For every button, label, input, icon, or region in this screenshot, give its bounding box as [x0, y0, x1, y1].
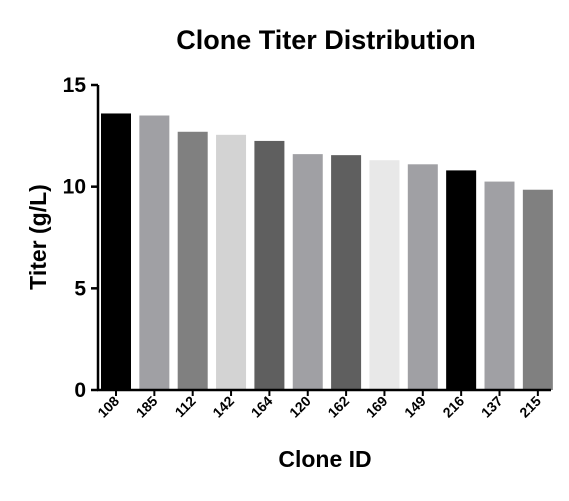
bar-149	[407, 164, 438, 390]
bar-112	[177, 131, 208, 390]
bar-120	[292, 154, 323, 390]
bar-164	[254, 140, 285, 390]
bar-185	[139, 115, 170, 390]
x-axis-label: Clone ID	[278, 446, 371, 472]
y-axis-label: Titer (g/L)	[25, 184, 51, 290]
bar-169	[369, 160, 400, 390]
x-tick-label-120: 120	[286, 393, 314, 421]
bar-108	[101, 113, 131, 390]
x-tick-label-169: 169	[363, 393, 391, 421]
bar-216	[446, 170, 477, 390]
bar-137	[484, 181, 515, 390]
bars-group	[101, 113, 553, 390]
x-tick-label-215: 215	[516, 393, 544, 421]
bar-162	[331, 155, 362, 390]
x-tick-label-149: 149	[401, 393, 429, 421]
x-tick-label-108: 108	[94, 393, 122, 421]
x-tick-label-216: 216	[439, 393, 467, 421]
x-tick-label-137: 137	[478, 393, 506, 421]
bar-142	[216, 134, 247, 390]
x-tick-label-185: 185	[133, 393, 161, 421]
axes-group	[96, 85, 551, 392]
x-tick-label-112: 112	[172, 393, 199, 420]
x-tick-label-142: 142	[209, 393, 237, 421]
y-tick-label-0: 0	[74, 379, 86, 402]
x-tick-label-162: 162	[324, 393, 352, 421]
y-tick-label-5: 5	[74, 277, 86, 300]
y-tick-label-15: 15	[63, 74, 87, 97]
y-tick-label-10: 10	[63, 176, 86, 199]
bar-215	[522, 189, 553, 390]
chart-title: Clone Titer Distribution	[176, 25, 476, 55]
x-tick-label-164: 164	[248, 393, 276, 421]
